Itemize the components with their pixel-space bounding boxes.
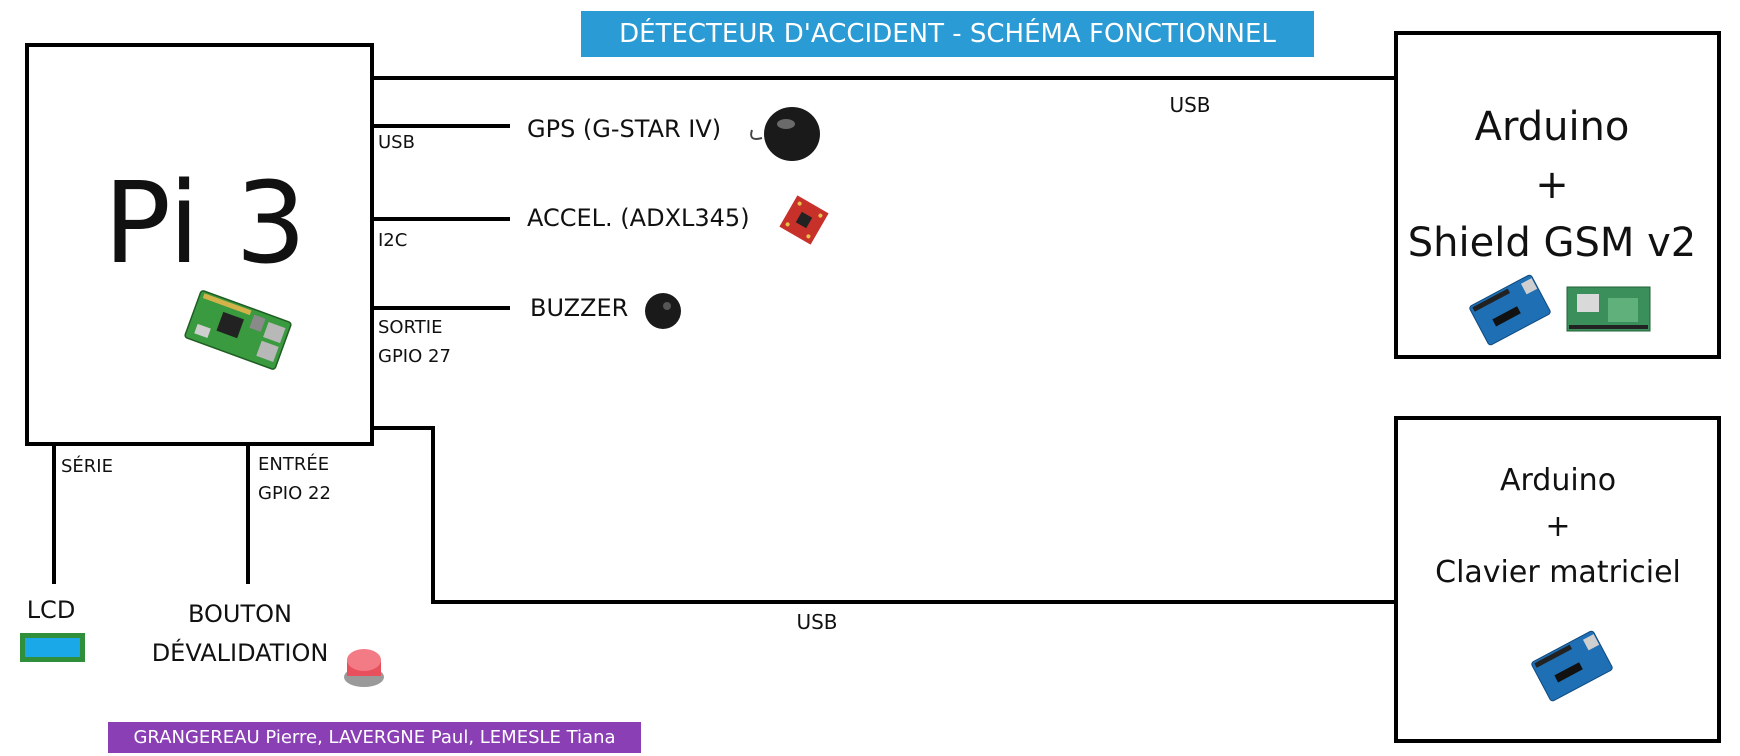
buzzer-link-label-line1: SORTIE xyxy=(378,317,442,338)
button-link-label-line2: GPIO 22 xyxy=(258,483,331,504)
arduino-board-icon xyxy=(1469,274,1551,346)
arduino-board-icon xyxy=(1531,630,1613,702)
lcd-display-icon xyxy=(20,633,85,662)
arduino-gsm-line1: Arduino xyxy=(1475,104,1630,150)
button-link-label-line1: ENTRÉE xyxy=(258,453,329,475)
arduino-keypad-line3: Clavier matriciel xyxy=(1435,555,1681,590)
push-button-icon xyxy=(344,649,384,687)
arduino-gsm-block xyxy=(1394,31,1721,359)
lcd-link-label: SÉRIE xyxy=(61,455,113,477)
arduino-keypad-line1: Arduino xyxy=(1500,463,1616,498)
arduino-keypad-link-label: USB xyxy=(796,610,837,634)
accel-label: ACCEL. (ADXL345) xyxy=(527,204,750,232)
pi-block xyxy=(25,43,374,446)
gsm-shield-icon xyxy=(1566,286,1651,332)
buzzer-icon xyxy=(645,293,681,329)
arduino-gsm-line2: + xyxy=(1535,162,1569,208)
button-label-line1: BOUTON xyxy=(188,600,292,628)
gps-label: GPS (G-STAR IV) xyxy=(527,115,721,143)
arduino-gsm-line3: Shield GSM v2 xyxy=(1408,220,1696,266)
arduino-gsm-link-label: USB xyxy=(1169,93,1210,117)
authors-banner: GRANGEREAU Pierre, LAVERGNE Paul, LEMESL… xyxy=(108,722,641,753)
buzzer-label: BUZZER xyxy=(530,294,628,322)
diagram-title: DÉTECTEUR D'ACCIDENT - SCHÉMA FONCTIONNE… xyxy=(581,11,1314,57)
raspberry-pi-board-icon xyxy=(184,290,292,370)
lcd-label: LCD xyxy=(27,596,76,624)
accel-link-label: I2C xyxy=(378,230,407,251)
button-label-line2: DÉVALIDATION xyxy=(152,638,329,667)
connections xyxy=(52,76,1396,604)
gps-link-label: USB xyxy=(378,132,415,153)
gps-antenna-icon xyxy=(750,107,820,161)
pi-label: Pi 3 xyxy=(103,159,306,289)
buzzer-link-label-line2: GPIO 27 xyxy=(378,346,451,367)
connection-pi-arduino-keypad xyxy=(372,426,1396,604)
arduino-keypad-line2: + xyxy=(1545,509,1570,544)
accelerometer-board-icon xyxy=(779,195,829,245)
